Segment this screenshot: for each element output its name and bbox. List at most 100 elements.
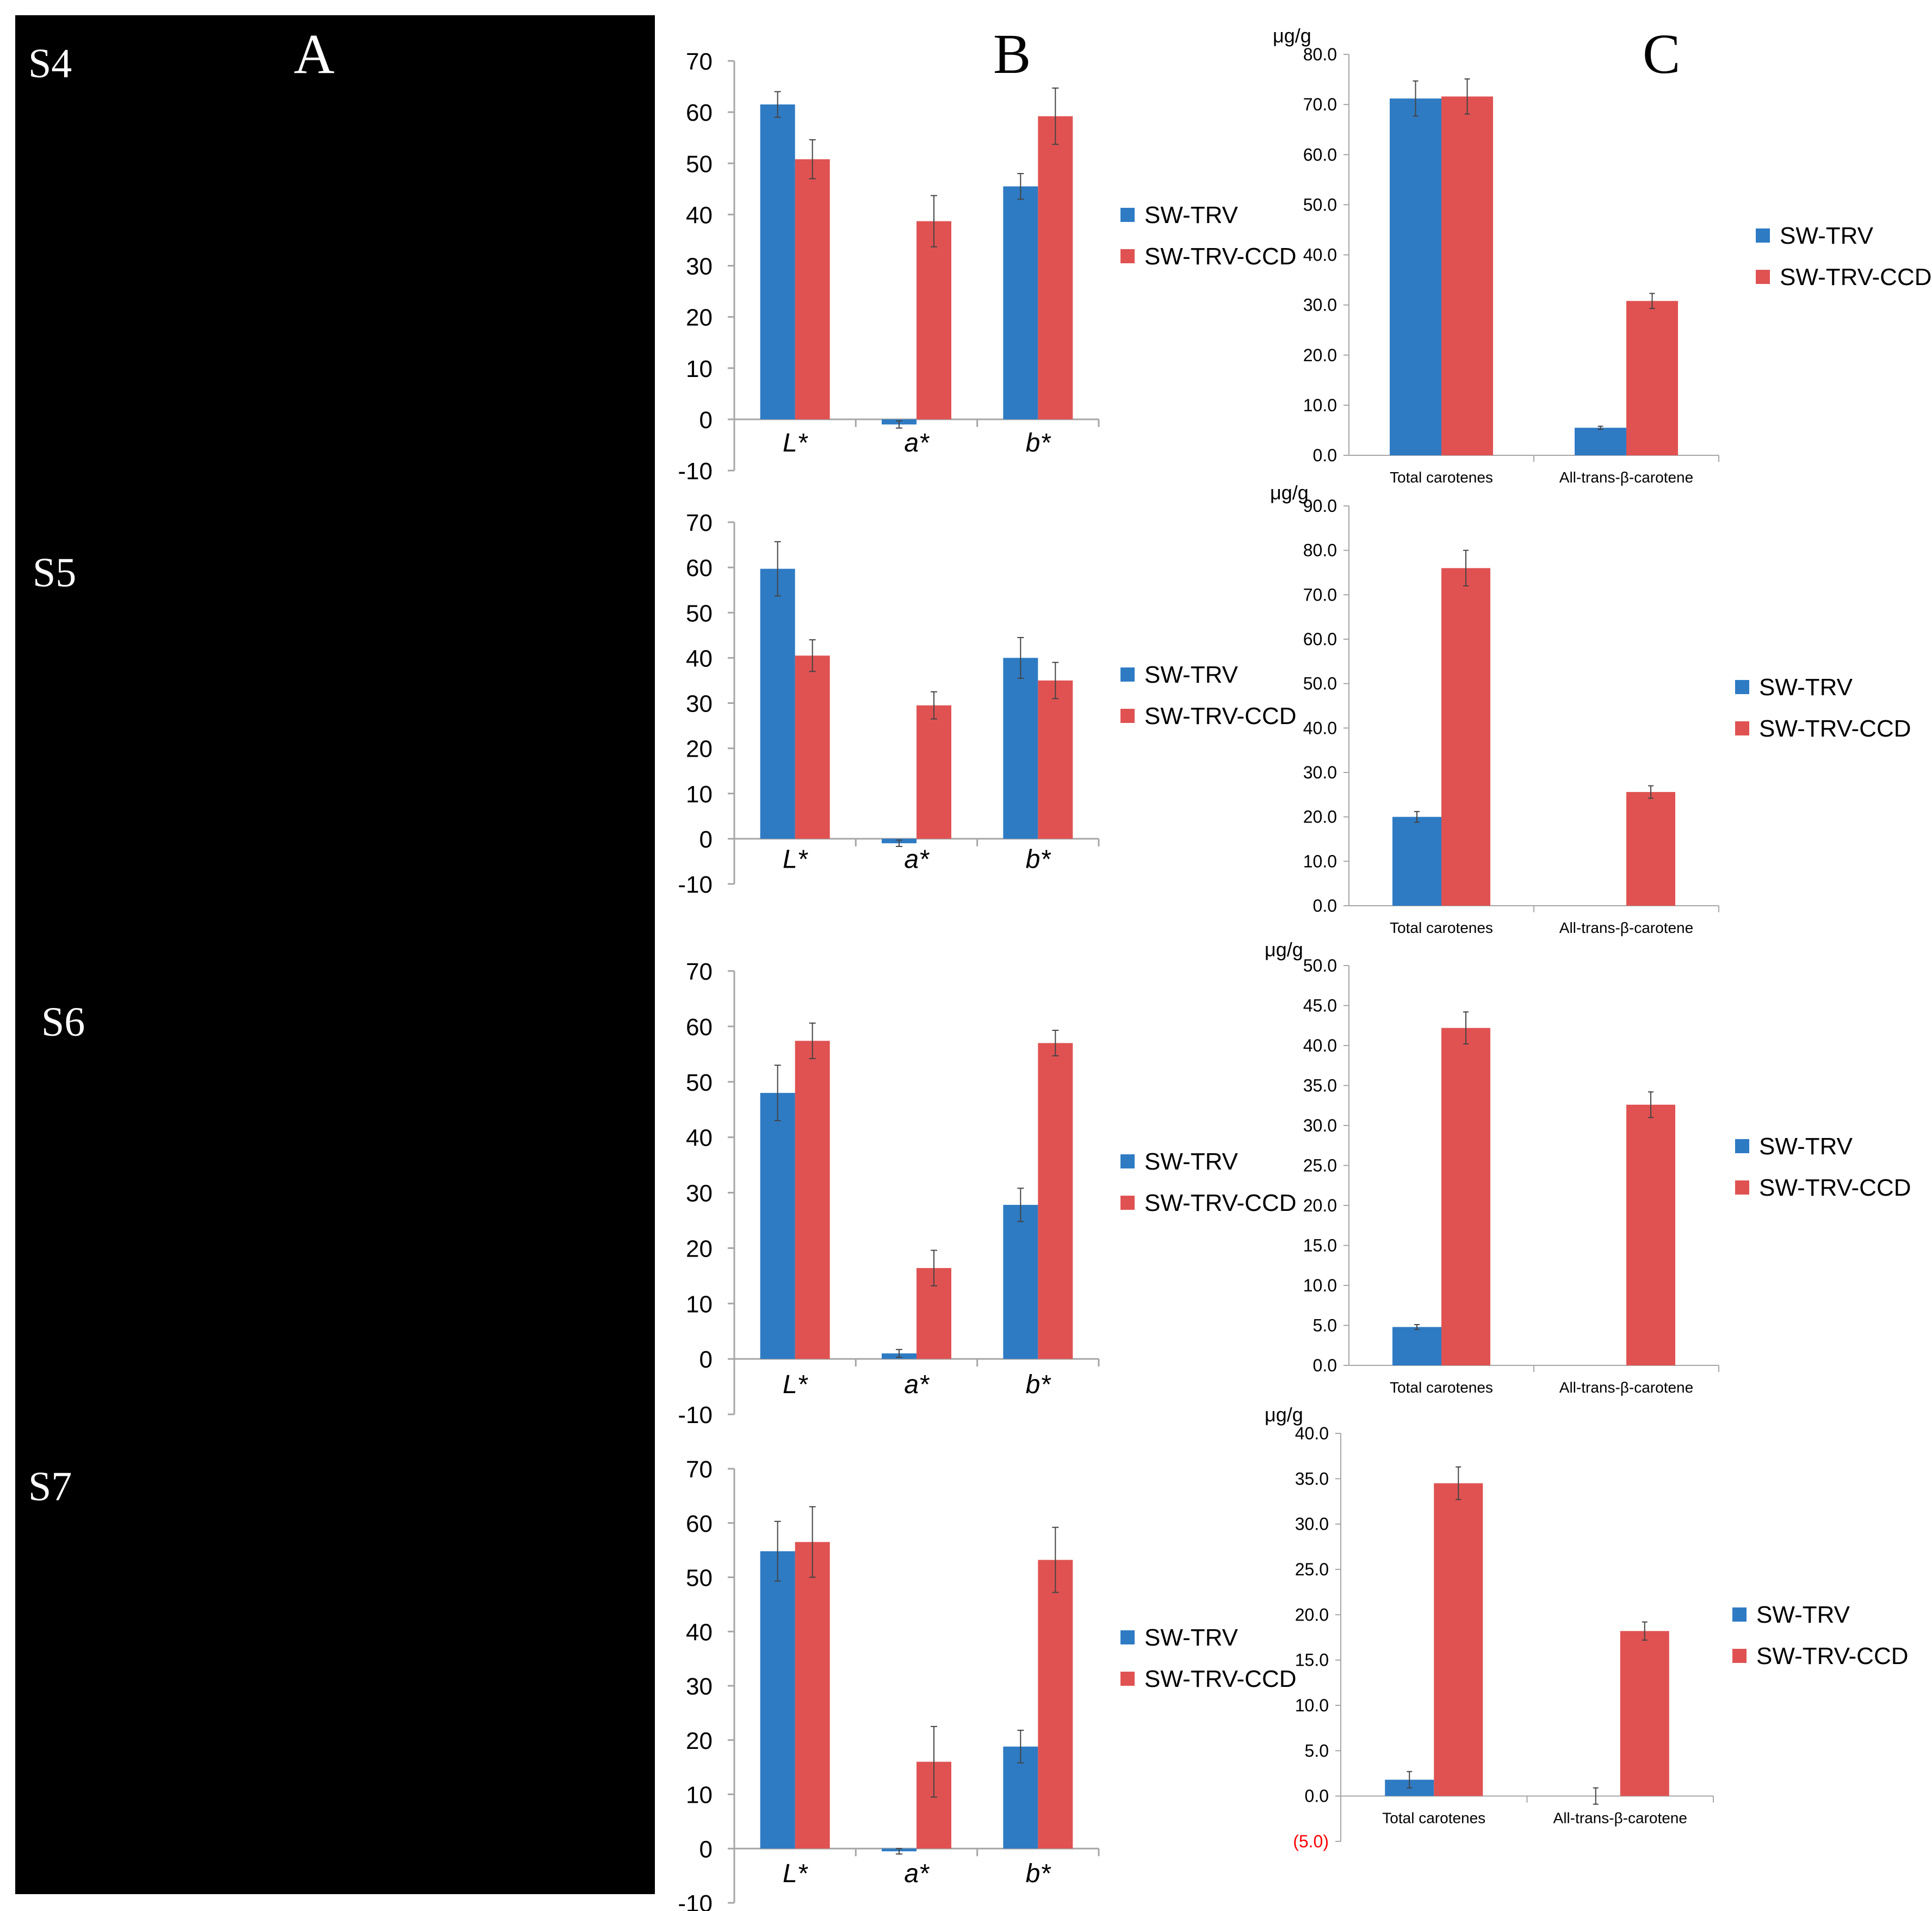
bar <box>795 655 830 839</box>
y-tick-label: 0 <box>699 407 713 434</box>
y-tick-label: -10 <box>678 871 713 898</box>
y-tick-label: 70.0 <box>1303 95 1337 114</box>
y-tick-label: 30 <box>686 1180 713 1207</box>
y-tick-label: -10 <box>678 458 713 485</box>
y-tick-label: 45.0 <box>1303 996 1337 1016</box>
y-tick-label: 0.0 <box>1313 1356 1337 1375</box>
y-tick-label: 5.0 <box>1305 1741 1329 1760</box>
y-tick-label: 50.0 <box>1303 956 1337 975</box>
category-label: L* <box>783 845 808 874</box>
bar <box>1626 1104 1675 1365</box>
y-tick-label: 90.0 <box>1303 496 1337 516</box>
legend-swatch-sw-trv <box>1756 228 1770 243</box>
legend-label-sw-trv: SW-TRV <box>1144 661 1239 688</box>
y-tick-label: 0 <box>699 1836 713 1863</box>
panel-label-a: A <box>294 23 335 85</box>
y-tick-label: 10.0 <box>1303 1276 1337 1295</box>
y-tick-label: 30 <box>686 691 713 718</box>
legend-label-sw-trv: SW-TRV <box>1759 674 1853 701</box>
category-label: Total carotenes <box>1390 469 1493 486</box>
stage-label-s7: S7 <box>28 1464 72 1510</box>
legend-label-sw-trv-ccd: SW-TRV-CCD <box>1759 1174 1911 1201</box>
y-tick-label: 20.0 <box>1303 807 1337 827</box>
y-tick-label: 35.0 <box>1295 1469 1329 1488</box>
category-label: b* <box>1026 1859 1051 1888</box>
category-label: b* <box>1026 429 1051 457</box>
bar <box>1003 658 1038 839</box>
bar <box>1038 1560 1073 1849</box>
legend-swatch-sw-trv <box>1120 1630 1135 1644</box>
bar <box>795 159 830 419</box>
bar <box>1392 817 1441 906</box>
y-tick-label: 40 <box>686 1619 713 1646</box>
y-tick-label: 10.0 <box>1303 395 1337 415</box>
bar <box>1620 1631 1669 1796</box>
y-tick-label: 30.0 <box>1295 1514 1329 1534</box>
y-tick-label: 30.0 <box>1303 763 1337 782</box>
y-tick-label: 70.0 <box>1303 585 1337 604</box>
bar <box>760 1551 795 1849</box>
y-tick-label: 0.0 <box>1313 446 1337 465</box>
y-tick-label: 10.0 <box>1303 851 1337 871</box>
y-tick-label: 70 <box>686 958 713 985</box>
bar <box>1038 116 1073 419</box>
y-tick-label: (5.0) <box>1293 1832 1329 1851</box>
y-tick-label: 30 <box>686 1673 713 1700</box>
y-unit-label: μg/g <box>1270 481 1309 504</box>
y-tick-label: 25.0 <box>1303 1156 1337 1176</box>
category-label: b* <box>1026 1370 1051 1399</box>
bar <box>1441 568 1490 906</box>
bar <box>1626 301 1678 455</box>
bar <box>1038 680 1073 839</box>
category-label: Total carotenes <box>1382 1810 1485 1827</box>
y-tick-label: 50.0 <box>1303 674 1337 694</box>
bar <box>917 705 951 839</box>
y-tick-label: 30.0 <box>1303 1116 1337 1135</box>
y-tick-label: 10 <box>686 781 713 808</box>
legend-label-sw-trv-ccd: SW-TRV-CCD <box>1780 264 1932 290</box>
y-tick-label: 10 <box>686 356 713 382</box>
legend-swatch-sw-trv-ccd <box>1735 721 1749 735</box>
stage-label-s5: S5 <box>33 550 77 596</box>
legend-swatch-sw-trv <box>1120 1154 1135 1168</box>
y-tick-label: 30.0 <box>1303 295 1337 315</box>
y-unit-label: μg/g <box>1265 938 1303 961</box>
y-tick-label: 0.0 <box>1313 896 1337 916</box>
y-tick-label: 70 <box>686 1456 713 1483</box>
y-tick-label: 70 <box>686 48 713 75</box>
category-label: All-trans-β-carotene <box>1559 1379 1693 1396</box>
legend-swatch-sw-trv-ccd <box>1732 1649 1747 1663</box>
y-tick-label: -10 <box>678 1890 713 1911</box>
legend-label-sw-trv-ccd: SW-TRV-CCD <box>1144 1666 1297 1692</box>
panel-label-c: C <box>1643 23 1681 85</box>
category-label: a* <box>904 429 930 457</box>
bar <box>1441 1028 1490 1365</box>
legend-label-sw-trv-ccd: SW-TRV-CCD <box>1144 243 1297 270</box>
y-tick-label: 40.0 <box>1295 1424 1329 1443</box>
y-tick-label: 20 <box>686 1235 713 1262</box>
category-label: b* <box>1026 845 1051 874</box>
legend-swatch-sw-trv-ccd <box>1120 249 1135 263</box>
bar <box>1390 98 1441 455</box>
category-label: L* <box>783 1370 808 1399</box>
category-label: Total carotenes <box>1390 919 1493 936</box>
legend-label-sw-trv: SW-TRV <box>1780 222 1874 249</box>
y-tick-label: 0 <box>699 1346 713 1373</box>
y-unit-label: μg/g <box>1265 1403 1303 1426</box>
y-tick-label: 20 <box>686 1728 713 1754</box>
y-tick-label: 35.0 <box>1303 1076 1337 1096</box>
bar <box>1003 1746 1038 1849</box>
bar <box>1575 428 1626 455</box>
legend-label-sw-trv-ccd: SW-TRV-CCD <box>1756 1643 1909 1669</box>
category-label: a* <box>904 1370 930 1399</box>
y-tick-label: 40 <box>686 1125 713 1152</box>
legend-swatch-sw-trv <box>1732 1607 1747 1622</box>
y-tick-label: 25.0 <box>1295 1560 1329 1579</box>
bar <box>760 568 795 839</box>
category-label: L* <box>783 429 808 457</box>
y-unit-label: μg/g <box>1273 24 1311 47</box>
y-tick-label: -10 <box>678 1402 713 1428</box>
bar <box>760 1093 795 1359</box>
y-tick-label: 15.0 <box>1303 1236 1337 1256</box>
